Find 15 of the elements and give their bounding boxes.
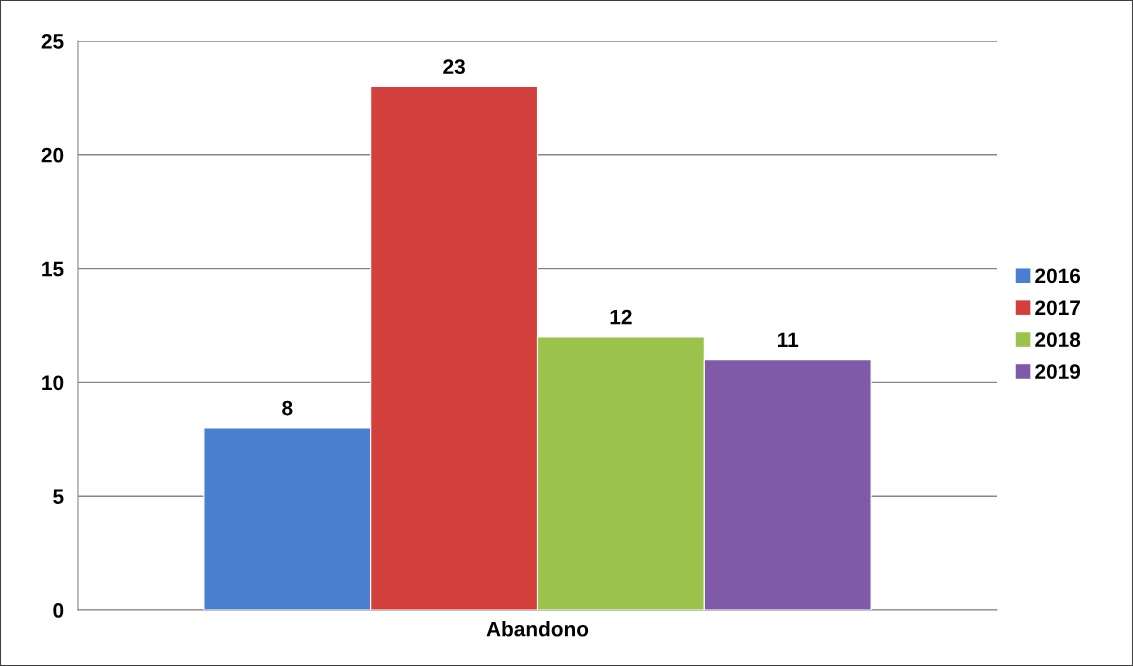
- data-label: 23: [443, 59, 465, 75]
- y-tick-label: 10: [42, 375, 64, 391]
- data-label: 11: [778, 332, 799, 347]
- y-tick-label: 5: [53, 489, 64, 504]
- legend-label: 2018: [1035, 332, 1081, 348]
- legend-label: 2019: [1035, 364, 1081, 379]
- data-label: 12: [610, 309, 632, 325]
- x-tick-label: Abandono: [486, 621, 589, 637]
- data-label: 8: [282, 400, 293, 416]
- y-tick-label: 25: [41, 34, 64, 49]
- y-tick-label: 20: [41, 147, 64, 163]
- legend-label: 2016: [1035, 268, 1081, 284]
- y-tick-label: 15: [42, 261, 64, 277]
- y-tick-label: 0: [53, 603, 64, 618]
- legend-label: 2017: [1035, 300, 1080, 316]
